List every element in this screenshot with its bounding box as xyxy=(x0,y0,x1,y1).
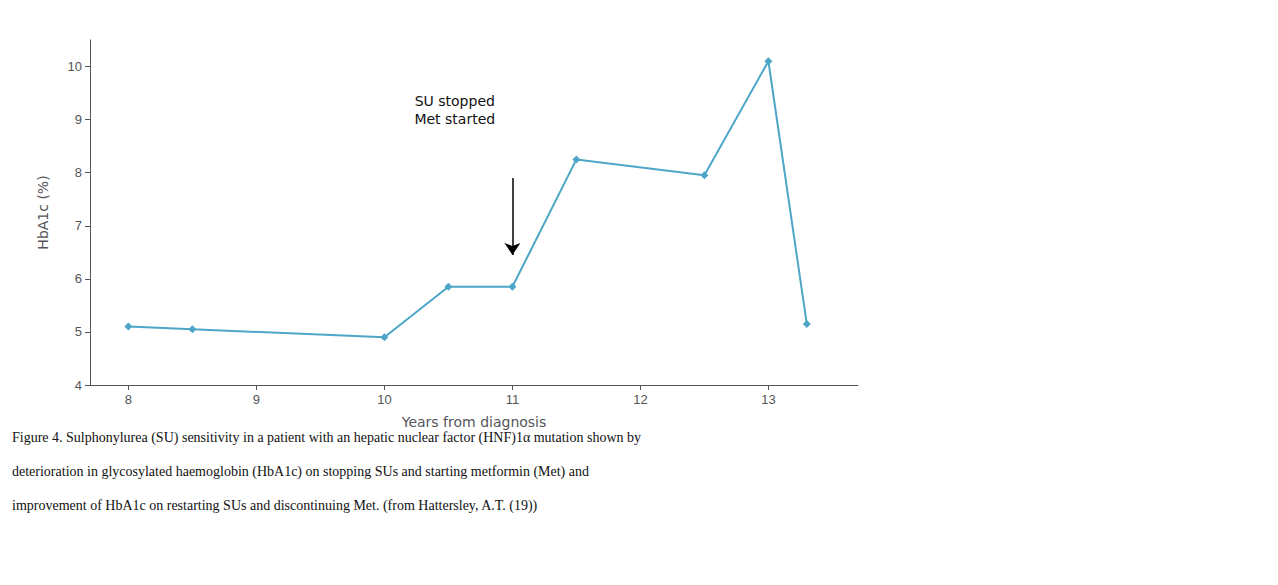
svg-text:10: 10 xyxy=(68,59,82,74)
svg-text:Met started: Met started xyxy=(414,111,495,127)
svg-text:11: 11 xyxy=(506,392,520,407)
svg-text:6: 6 xyxy=(75,271,82,286)
svg-text:Figure 4. Sulphonylurea (SU) s: Figure 4. Sulphonylurea (SU) sensitivity… xyxy=(12,430,641,446)
svg-text:12: 12 xyxy=(633,392,647,407)
svg-text:8: 8 xyxy=(125,392,132,407)
svg-text:5: 5 xyxy=(75,324,82,339)
svg-text:4: 4 xyxy=(75,378,82,393)
svg-text:9: 9 xyxy=(75,112,82,127)
svg-text:deterioration in glycosylated: deterioration in glycosylated haemoglobi… xyxy=(12,464,589,480)
svg-text:7: 7 xyxy=(75,218,82,233)
svg-text:HbA1c (%): HbA1c (%) xyxy=(35,175,51,249)
svg-text:SU stopped: SU stopped xyxy=(415,93,495,109)
svg-text:improvement of HbA1c on restar: improvement of HbA1c on restarting SUs a… xyxy=(12,498,538,514)
svg-text:8: 8 xyxy=(75,165,82,180)
svg-text:10: 10 xyxy=(377,392,391,407)
svg-text:Years from diagnosis: Years from diagnosis xyxy=(401,414,547,430)
svg-text:13: 13 xyxy=(761,392,775,407)
svg-text:9: 9 xyxy=(253,392,260,407)
